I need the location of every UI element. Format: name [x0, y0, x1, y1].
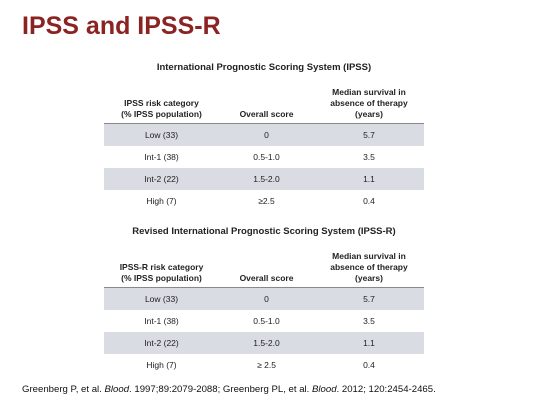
- ipssr-table-title: Revised International Prognostic Scoring…: [132, 226, 396, 237]
- table-header-row: IPSS risk category (% IPSS population) O…: [104, 78, 424, 124]
- table-header-row: IPSS-R risk category (% IPSS population)…: [104, 242, 424, 288]
- score-cell: ≥2.5: [258, 196, 275, 206]
- risk-category-cell: Low (33): [104, 123, 219, 146]
- table-row: Int-1 (38) 0.5-1.0 3.5: [104, 310, 424, 332]
- survival-cell: 5.7: [314, 287, 424, 310]
- citation: Greenberg P, et al. Blood. 1997;89:2079-…: [22, 384, 436, 395]
- table-row: Low (33) 0 5.7: [104, 123, 424, 146]
- survival-cell: 0.4: [363, 360, 375, 370]
- header-overall-score: Overall score: [219, 242, 314, 288]
- score-cell: 1.5-2.0: [219, 332, 314, 354]
- citation-text: Greenberg P, et al.: [22, 384, 105, 395]
- table-row: Int-1 (38) 0.5-1.0 3.5: [104, 146, 424, 168]
- score-cell: 0.5-1.0: [253, 152, 280, 162]
- table-row: Low (33) 0 5.7: [104, 287, 424, 310]
- ipssr-table: IPSS-R risk category (% IPSS population)…: [104, 242, 424, 376]
- risk-category-cell: Int-2 (22): [104, 168, 219, 190]
- table-row: Int-2 (22) 1.5-2.0 1.1: [104, 168, 424, 190]
- citation-journal: Blood: [104, 384, 130, 395]
- score-cell: 0: [219, 123, 314, 146]
- survival-cell: 3.5: [363, 152, 375, 162]
- citation-text: . 1997;89:2079-2088; Greenberg PL, et al…: [129, 384, 312, 395]
- risk-category-cell: Low (33): [104, 287, 219, 310]
- survival-cell: 1.1: [314, 332, 424, 354]
- ipss-table-title: International Prognostic Scoring System …: [156, 62, 372, 73]
- citation-journal: Blood: [312, 384, 337, 395]
- score-cell: 0.5-1.0: [253, 316, 280, 326]
- header-risk-category: IPSS-R risk category (% IPSS population): [104, 242, 219, 288]
- risk-category-cell: High (7): [146, 196, 177, 206]
- risk-category-cell: High (7): [146, 360, 177, 370]
- header-risk-category: IPSS risk category (% IPSS population): [104, 78, 219, 124]
- risk-category-cell: Int-1 (38): [144, 152, 179, 162]
- header-median-survival: Median survival in absence of therapy (y…: [314, 242, 424, 288]
- header-median-survival: Median survival in absence of therapy (y…: [314, 78, 424, 124]
- table-row: High (7) ≥2.5 0.4: [104, 190, 424, 212]
- survival-cell: 0.4: [363, 196, 375, 206]
- score-cell: 0: [219, 287, 314, 310]
- risk-category-cell: Int-2 (22): [104, 332, 219, 354]
- table-row: Int-2 (22) 1.5-2.0 1.1: [104, 332, 424, 354]
- slide-title: IPSS and IPSS-R: [22, 12, 221, 40]
- ipss-table: IPSS risk category (% IPSS population) O…: [104, 78, 424, 212]
- survival-cell: 1.1: [314, 168, 424, 190]
- header-overall-score: Overall score: [219, 78, 314, 124]
- risk-category-cell: Int-1 (38): [144, 316, 179, 326]
- survival-cell: 5.7: [314, 123, 424, 146]
- survival-cell: 3.5: [363, 316, 375, 326]
- score-cell: ≥ 2.5: [257, 360, 276, 370]
- table-row: High (7) ≥ 2.5 0.4: [104, 354, 424, 376]
- score-cell: 1.5-2.0: [219, 168, 314, 190]
- citation-text: . 2012; 120:2454-2465.: [336, 384, 436, 395]
